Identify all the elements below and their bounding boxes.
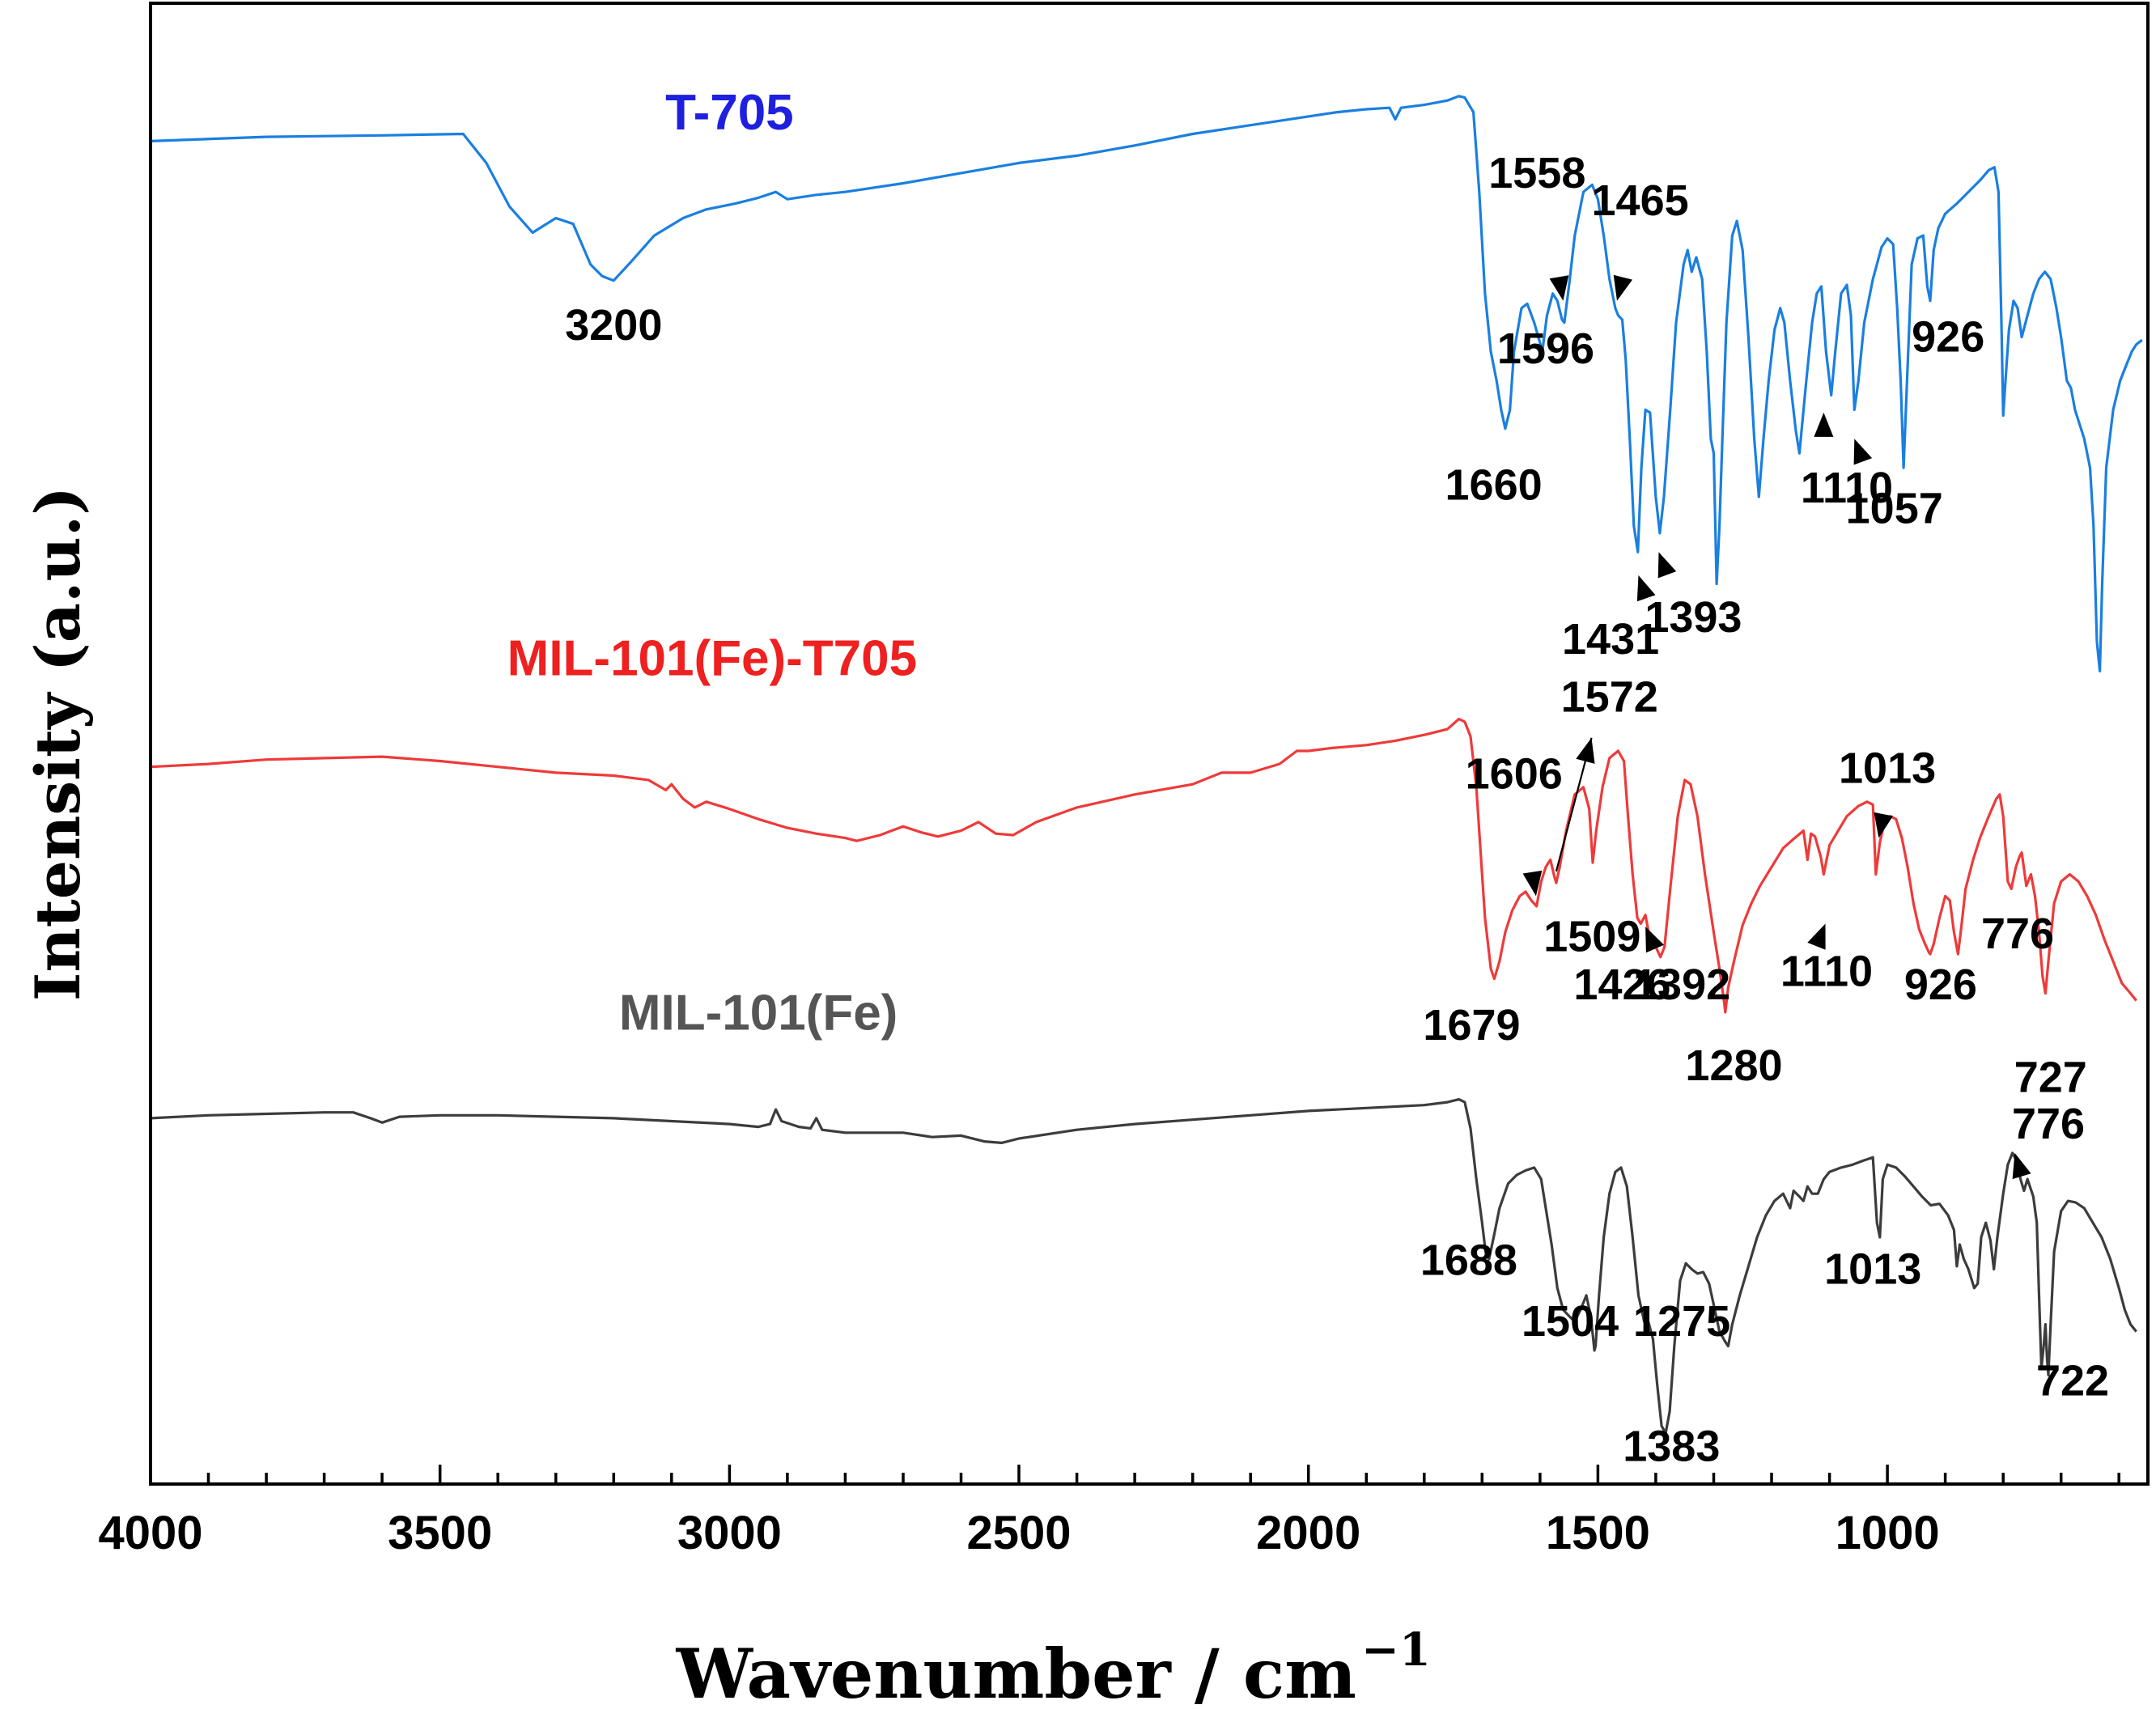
x-axis-title-superscript: −1: [1361, 1623, 1431, 1677]
peak-label-1392: 1392: [1633, 961, 1730, 1009]
peak-label-1431: 1431: [1562, 615, 1659, 664]
series-label-mil-101-fe: MIL-101(Fe): [619, 985, 898, 1041]
peak-label-1606: 1606: [1466, 750, 1563, 799]
peak-label-1110: 1110: [1780, 948, 1873, 996]
peak-label-727: 727: [2014, 1054, 2087, 1102]
peak-arrow-1057: [1853, 439, 1873, 465]
plot-series: [150, 95, 2143, 1435]
x-tick-label-2500: 2500: [966, 1507, 1071, 1559]
series-label-mil-101-fe-t705: MIL-101(Fe)-T705: [507, 631, 917, 687]
x-tick-label-2000: 2000: [1256, 1507, 1360, 1559]
peak-arrow-1606: [1522, 870, 1543, 897]
x-tick-label-3000: 3000: [677, 1507, 782, 1559]
peak-arrow-1558: [1549, 275, 1569, 301]
peak-arrow-1431: [1636, 575, 1656, 602]
series-labels: T-705 MIL-101(Fe)-T705 MIL-101(Fe): [507, 85, 917, 1041]
peak-label-1558: 1558: [1488, 149, 1585, 197]
peak-label-722: 722: [2036, 1357, 2109, 1406]
peak-arrow-1393: [1657, 552, 1677, 579]
peak-label-1426: 1426: [1573, 961, 1670, 1009]
peak-arrow-1013: [1874, 812, 1893, 838]
peak-label-1660: 1660: [1445, 461, 1543, 510]
peak-arrow-776: [2012, 1152, 2031, 1180]
series-line-mil-101-fe: [150, 1098, 2137, 1435]
x-tick-label-3500: 3500: [388, 1507, 492, 1559]
peak-label-1013: 1013: [1839, 744, 1936, 792]
peak-label-1110: 1110: [1801, 464, 1893, 512]
peak-label-1596: 1596: [1497, 324, 1594, 373]
peak-label-1057: 1057: [1846, 484, 1943, 532]
peak-label-926: 926: [1912, 313, 1984, 362]
peak-label-1280: 1280: [1685, 1041, 1782, 1090]
y-axis-title: Intensity (a.u.): [22, 486, 94, 1001]
peak-label-3200: 3200: [565, 301, 662, 350]
series-line-mil-101-fe-t705: [150, 717, 2137, 1014]
plot-frame: [149, 2, 2150, 1486]
x-axis-title: Wavenumber / cm: [676, 1634, 1356, 1709]
peak-label-1688: 1688: [1420, 1236, 1517, 1285]
peak-label-1572: 1572: [1561, 673, 1658, 722]
peak-arrow-1110: [1814, 412, 1834, 437]
series-line-t-705: [150, 95, 2143, 672]
peak-label-1013: 1013: [1824, 1245, 1921, 1293]
peak-arrow-1110: [1807, 923, 1826, 950]
x-axis: 4000 3500 3000 2500 2000 1500 1000: [98, 1465, 2120, 1559]
peak-label-1509: 1509: [1543, 913, 1640, 961]
peak-label-1679: 1679: [1423, 1001, 1520, 1050]
peak-label-1383: 1383: [1623, 1422, 1720, 1470]
x-tick-label-1500: 1500: [1546, 1507, 1650, 1559]
peak-arrow-1465: [1613, 274, 1632, 301]
peak-arrow-1572: [1576, 737, 1595, 764]
peak-label-1393: 1393: [1645, 593, 1742, 642]
series-label-t-705: T-705: [665, 85, 794, 141]
peak-arrow-1426: [1645, 927, 1664, 953]
peak-label-1275: 1275: [1633, 1297, 1730, 1346]
x-tick-label-1000: 1000: [1836, 1507, 1940, 1559]
peak-label-1465: 1465: [1592, 176, 1689, 225]
peak-label-1504: 1504: [1522, 1297, 1619, 1346]
peak-label-776: 776: [1981, 910, 2054, 958]
peak-label-926: 926: [1904, 961, 1977, 1009]
x-tick-label-4000: 4000: [98, 1507, 202, 1559]
peak-label-776: 776: [2012, 1100, 2085, 1148]
